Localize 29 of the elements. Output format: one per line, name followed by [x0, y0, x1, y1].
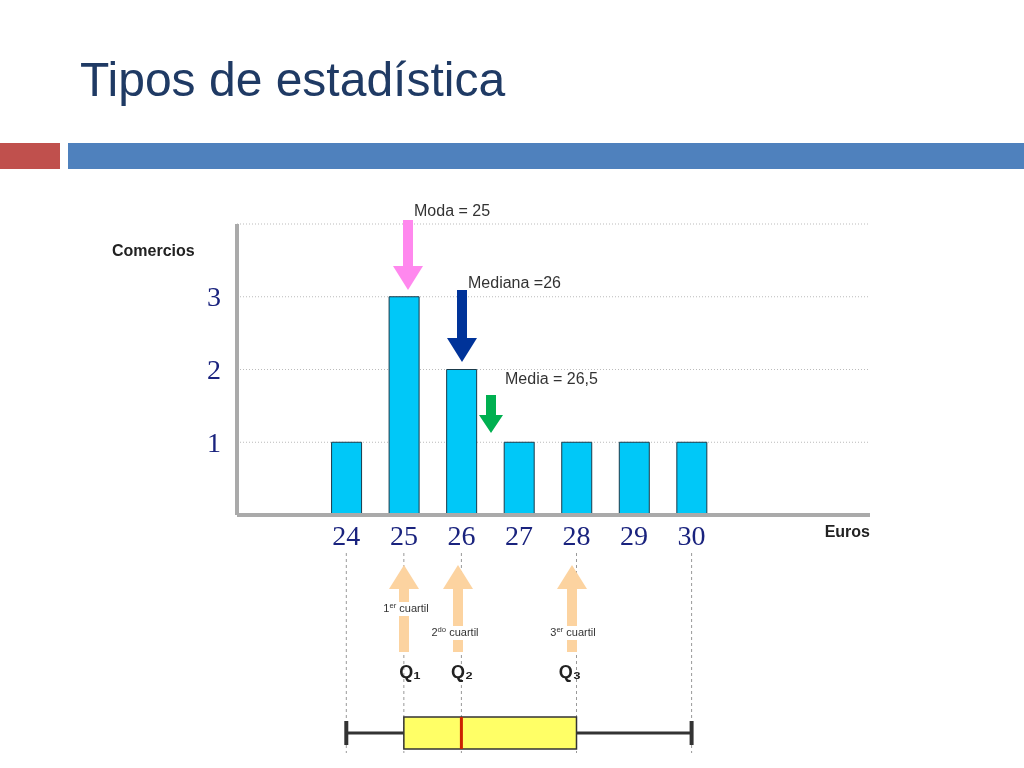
bar	[388, 296, 420, 515]
annotation: Mediana =26	[468, 274, 562, 291]
x-tick-label: 24	[332, 519, 361, 551]
annotation: 3$^{er}$ cuartil	[550, 624, 596, 638]
x-tick-label: 30	[677, 519, 706, 551]
annotation: Q₁	[399, 662, 421, 682]
bar	[561, 441, 593, 515]
x-tick-label: 28	[562, 519, 591, 551]
y-tick-label: 3	[207, 281, 221, 313]
annotation: Q₂	[451, 662, 473, 682]
bar	[676, 441, 708, 515]
annotation: Media = 26,5	[505, 370, 599, 387]
bar	[446, 369, 478, 515]
bar	[618, 441, 650, 515]
x-tick-label: 27	[504, 519, 533, 551]
x-tick-label: 26	[447, 519, 476, 551]
text: Moda = 25	[414, 202, 491, 219]
x-axis-title: Euros	[824, 523, 871, 540]
annotation: 2$^{do}$ cuartil	[431, 624, 479, 638]
x-tick-label: 29	[620, 519, 649, 551]
y-axis-title: Comercios	[112, 242, 195, 259]
y-tick-label: 1	[207, 426, 221, 458]
x-tick-label: 25	[389, 519, 418, 551]
annotation: 1$^{er}$ cuartil	[383, 600, 429, 614]
bar	[331, 441, 363, 515]
annotation: Q₃	[558, 662, 582, 682]
bar	[503, 441, 535, 515]
y-tick-label: 2	[207, 354, 221, 385]
chart-title: Tipos de estadística	[80, 52, 506, 107]
